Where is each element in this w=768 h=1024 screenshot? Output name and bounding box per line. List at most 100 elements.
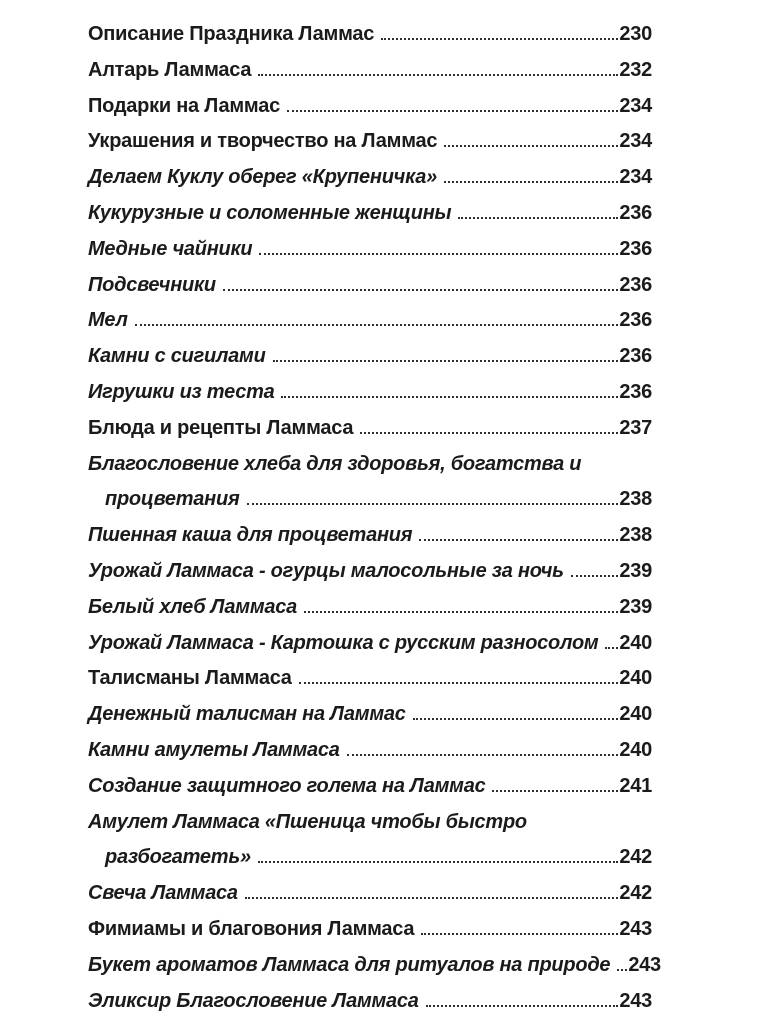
toc-entry-page-number: 234 (619, 94, 652, 117)
toc-entry-row[interactable]: Урожай Ламмаса - огурцы малосольные за н… (88, 554, 652, 590)
toc-entry-title: Урожай Ламмаса - Картошка с русским разн… (88, 631, 599, 654)
toc-entry-row[interactable]: Талисманы Ламмаса 240 (88, 661, 652, 697)
toc-entry-page-number: 236 (619, 237, 652, 260)
dot-leader (360, 431, 619, 434)
toc-entry-title: Блюда и рецепты Ламмаса (88, 416, 354, 439)
dot-leader (304, 610, 619, 613)
toc-entry-row[interactable]: Амулет Ламмаса «Пшеница чтобы быстро (88, 805, 652, 841)
toc-entry-page-number: 240 (619, 738, 652, 761)
toc-entry-row[interactable]: Камни с сигилами 236 (88, 339, 652, 375)
toc-entry-title: Мел (88, 309, 128, 332)
toc-entry-title: Белый хлеб Ламмаса (88, 595, 297, 618)
toc-entry-page-number: 242 (619, 882, 652, 905)
dot-leader (259, 252, 619, 255)
toc-entry-page-number: 234 (619, 166, 652, 189)
dot-leader (458, 216, 619, 219)
toc-entry-row[interactable]: Свеча Ламмаса 242 (88, 876, 652, 912)
toc-entry-title: Амулет Ламмаса «Пшеница чтобы быстро (88, 810, 527, 833)
toc-entry-page-number: 238 (619, 524, 652, 547)
dot-leader (286, 109, 619, 112)
dot-leader (244, 897, 619, 900)
toc-entry-page-number: 236 (619, 380, 652, 403)
toc-entry-title: Медные чайники (88, 237, 253, 260)
toc-entry-page-number: 238 (619, 488, 652, 511)
toc-entry-row[interactable]: Фимиамы и благовония Ламмаса 243 (88, 912, 652, 948)
toc-entry-title: Урожай Ламмаса - огурцы малосольные за н… (88, 559, 564, 582)
toc-entry-title: Камни амулеты Ламмаса (88, 738, 340, 761)
toc-entry-row[interactable]: Благословение хлеба для здоровья, богатс… (88, 447, 652, 483)
toc-entry-page-number: 232 (619, 58, 652, 81)
dot-leader (443, 181, 619, 184)
dot-leader (419, 539, 619, 542)
dot-leader (444, 145, 619, 148)
toc-entry-row[interactable]: Алтарь Ламмаса 232 (88, 53, 652, 89)
toc-entry-page-number: 230 (619, 23, 652, 45)
toc-entry-row[interactable]: Белый хлеб Ламмаса 239 (88, 590, 652, 626)
toc-entry-row[interactable]: Подсвечники 236 (88, 268, 652, 304)
toc-entry-row[interactable]: Описание Праздника Ламмас 230 (88, 17, 652, 53)
toc-entry-page-number: 236 (619, 309, 652, 332)
dot-leader (222, 288, 619, 291)
toc-entry-title: Создание защитного голема на Ламмас (88, 774, 486, 797)
toc-entry-page-number: 236 (619, 201, 652, 224)
toc-entry-row[interactable]: процветания 238 (88, 482, 652, 518)
toc-entry-row[interactable]: Украшения и творчество на Ламмас 234 (88, 124, 652, 160)
toc-entry-row[interactable]: Мел 236 (88, 303, 652, 339)
toc-entry-page-number: 236 (619, 345, 652, 368)
toc-entry-page-number: 237 (619, 416, 652, 439)
dot-leader (298, 682, 619, 685)
dot-leader (605, 646, 619, 649)
dot-leader (421, 932, 619, 935)
toc-entry-row[interactable]: Камни амулеты Ламмаса 240 (88, 733, 652, 769)
dot-leader (246, 503, 619, 506)
dot-leader (258, 73, 619, 76)
dot-leader (381, 38, 619, 40)
toc-entry-row[interactable]: Делаем Куклу оберег «Крупеничка» 234 (88, 160, 652, 196)
toc-entry-title: Камни с сигилами (88, 345, 266, 368)
toc-entry-title: Подарки на Ламмас (88, 94, 280, 117)
toc-entry-title: Украшения и творчество на Ламмас (88, 130, 438, 153)
toc-entry-row[interactable]: Подарки на Ламмас 234 (88, 89, 652, 125)
toc-entry-title: Алтарь Ламмаса (88, 58, 252, 81)
toc-entry-row[interactable]: Игрушки из теста 236 (88, 375, 652, 411)
toc-entry-page-number: 243 (619, 917, 652, 940)
toc-entry-page-number: 240 (619, 631, 652, 654)
toc-entry-row[interactable]: Медные чайники 236 (88, 232, 652, 268)
toc-entry-page-number: 236 (619, 273, 652, 296)
dot-leader (257, 861, 619, 864)
toc-entry-page-number: 243 (628, 953, 661, 976)
toc-entry-title: Фимиамы и благовония Ламмаса (88, 917, 415, 940)
toc-entry-row[interactable]: Урожай Ламмаса - Картошка с русским разн… (88, 626, 652, 662)
toc-entry-title: Благословение хлеба для здоровья, богатс… (88, 452, 582, 475)
dot-leader (617, 968, 628, 971)
dot-leader (346, 753, 619, 756)
toc-entry-title: Талисманы Ламмаса (88, 667, 292, 690)
toc-entry-row[interactable]: Денежный талисман на Ламмас 240 (88, 697, 652, 733)
toc-entry-page-number: 243 (619, 989, 652, 1012)
toc-entry-row[interactable]: разбогатеть» 242 (88, 840, 652, 876)
toc-entry-row[interactable]: Эликсир Благословение Ламмаса 243 (88, 984, 652, 1020)
toc-entry-title: Кукурузные и соломенные женщины (88, 201, 452, 224)
toc-list: Описание Праздника Ламмас 230 Алтарь Ламма… (88, 17, 661, 1020)
toc-entry-row[interactable]: Кукурузные и соломенные женщины 236 (88, 196, 652, 232)
toc-entry-title: процветания (105, 488, 240, 511)
dot-leader (281, 395, 619, 398)
toc-entry-page-number: 240 (619, 703, 652, 726)
toc-entry-title: Описание Праздника Ламмас (88, 23, 375, 45)
toc-entry-title: Пшенная каша для процветания (88, 524, 413, 547)
toc-entry-page-number: 239 (619, 595, 652, 618)
toc-entry-title: Эликсир Благословение Ламмаса (88, 989, 419, 1012)
toc-entry-title: Подсвечники (88, 273, 216, 296)
toc-entry-page-number: 241 (619, 774, 652, 797)
dot-leader (570, 574, 619, 577)
toc-entry-title: Игрушки из теста (88, 380, 275, 403)
toc-entry-row[interactable]: Создание защитного голема на Ламмас 241 (88, 769, 652, 805)
dot-leader (134, 324, 619, 327)
toc-entry-row[interactable]: Пшенная каша для процветания 238 (88, 518, 652, 554)
toc-entry-row[interactable]: Букет ароматов Ламмаса для ритуалов на п… (88, 948, 661, 984)
dot-leader (492, 789, 619, 792)
toc-entry-page-number: 240 (619, 667, 652, 690)
toc-entry-title: разбогатеть» (105, 846, 251, 869)
toc-entry-row[interactable]: Блюда и рецепты Ламмаса 237 (88, 411, 652, 447)
